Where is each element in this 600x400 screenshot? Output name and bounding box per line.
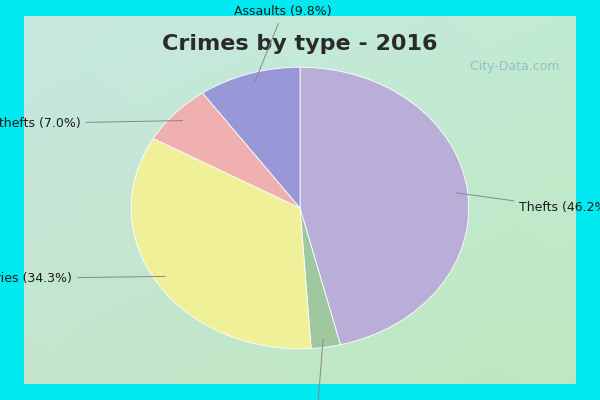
Text: Crimes by type - 2016: Crimes by type - 2016 xyxy=(162,34,438,54)
Wedge shape xyxy=(153,93,300,208)
Text: City-Data.com: City-Data.com xyxy=(466,60,559,73)
Text: Assaults (9.8%): Assaults (9.8%) xyxy=(235,5,332,82)
Text: Burglaries (34.3%): Burglaries (34.3%) xyxy=(0,272,166,285)
Text: Auto thefts (7.0%): Auto thefts (7.0%) xyxy=(0,117,183,130)
Text: Thefts (46.2%): Thefts (46.2%) xyxy=(457,193,600,214)
Wedge shape xyxy=(203,67,300,208)
Wedge shape xyxy=(300,208,340,348)
Wedge shape xyxy=(300,67,469,345)
Text: Rapes (2.8%): Rapes (2.8%) xyxy=(275,339,359,400)
Wedge shape xyxy=(131,138,311,349)
